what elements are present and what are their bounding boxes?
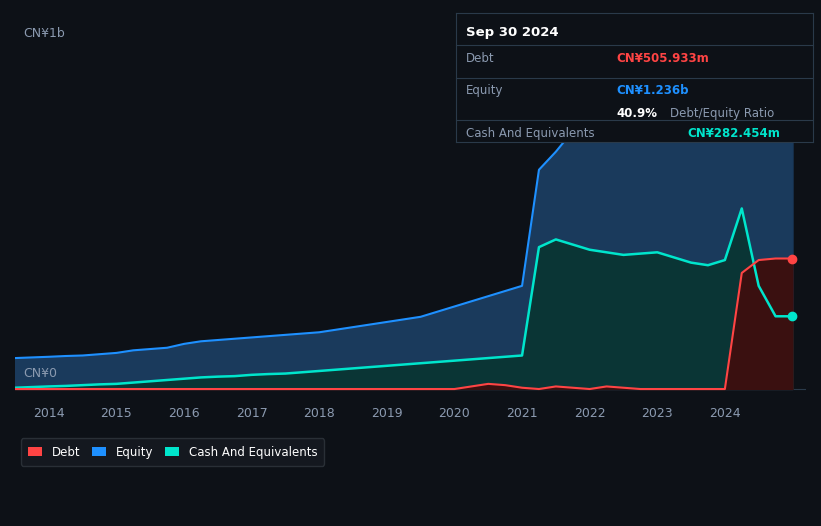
- Text: CN¥282.454m: CN¥282.454m: [688, 127, 781, 139]
- Text: 40.9%: 40.9%: [617, 107, 658, 120]
- Text: CN¥505.933m: CN¥505.933m: [617, 52, 709, 65]
- Text: CN¥0: CN¥0: [23, 367, 57, 380]
- Text: CN¥1b: CN¥1b: [23, 27, 65, 39]
- Text: CN¥1.236b: CN¥1.236b: [617, 84, 689, 97]
- Text: Debt: Debt: [466, 52, 495, 65]
- Text: Debt/Equity Ratio: Debt/Equity Ratio: [670, 107, 774, 120]
- Text: Equity: Equity: [466, 84, 504, 97]
- Text: Sep 30 2024: Sep 30 2024: [466, 26, 559, 39]
- Legend: Debt, Equity, Cash And Equivalents: Debt, Equity, Cash And Equivalents: [21, 439, 324, 466]
- Text: Cash And Equivalents: Cash And Equivalents: [466, 127, 595, 139]
